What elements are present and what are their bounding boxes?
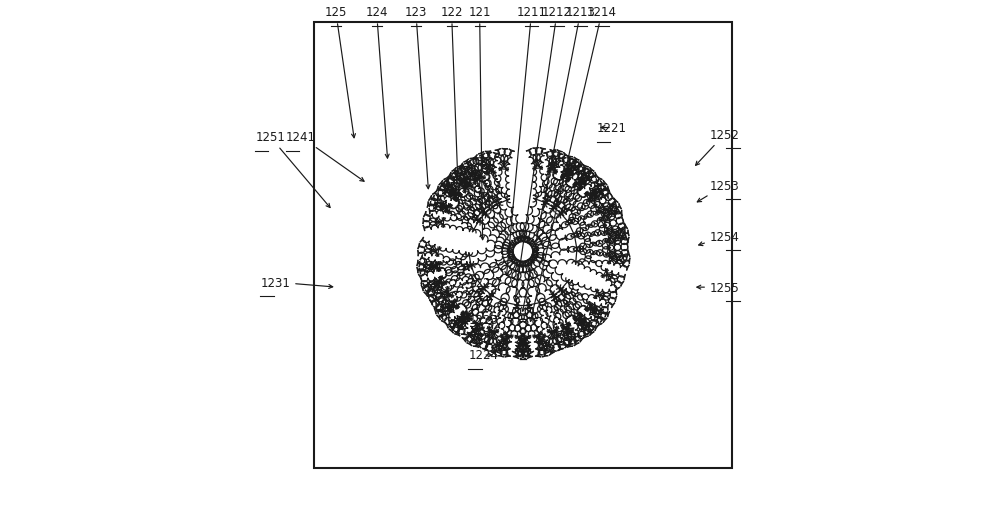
Text: 1231: 1231 <box>260 276 333 289</box>
Text: 1222: 1222 <box>468 276 498 296</box>
Text: 1253: 1253 <box>697 179 740 203</box>
Text: 1252: 1252 <box>696 128 740 166</box>
Text: 1255: 1255 <box>697 281 740 294</box>
Text: 124: 124 <box>365 6 389 159</box>
Text: 1221: 1221 <box>597 122 627 135</box>
Text: 1254: 1254 <box>699 230 740 246</box>
Text: 1224: 1224 <box>468 349 498 362</box>
Text: 122: 122 <box>440 6 463 215</box>
Text: 1212: 1212 <box>514 6 572 301</box>
Text: 1241: 1241 <box>286 131 364 182</box>
Text: 1223: 1223 <box>468 313 498 326</box>
Text: 1214: 1214 <box>529 6 617 322</box>
Bar <box>314 23 732 468</box>
Text: 1211: 1211 <box>505 6 547 276</box>
Text: 123: 123 <box>405 6 430 189</box>
Text: 1251: 1251 <box>255 131 330 208</box>
Text: 1213: 1213 <box>522 6 596 312</box>
Text: 125: 125 <box>325 6 355 138</box>
Text: 121: 121 <box>468 6 491 240</box>
